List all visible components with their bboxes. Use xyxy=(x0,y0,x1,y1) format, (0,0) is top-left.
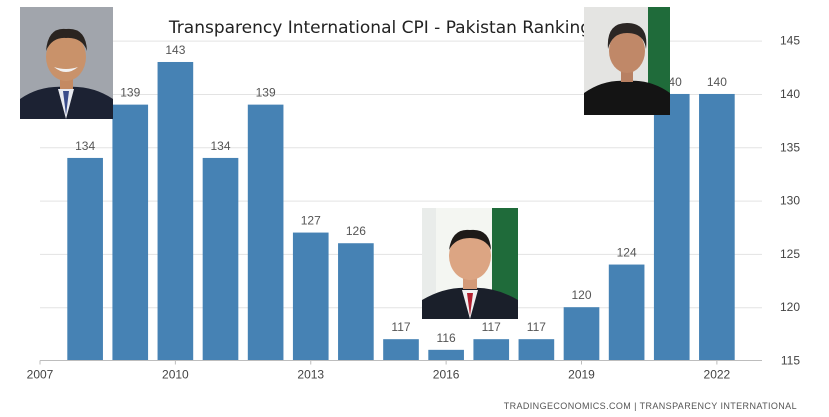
data-label-2009: 139 xyxy=(120,86,140,100)
bars xyxy=(67,61,735,361)
data-label-2020: 124 xyxy=(617,246,637,260)
x-tick-label: 2016 xyxy=(433,368,460,382)
bar-2011 xyxy=(202,157,239,361)
x-tick-label: 2022 xyxy=(704,368,731,382)
chart-title: Transparency International CPI - Pakista… xyxy=(168,18,591,38)
y-tick-label: 120 xyxy=(780,300,800,314)
data-label-2014: 126 xyxy=(346,224,366,238)
y-tick-label: 130 xyxy=(780,194,800,208)
data-label-2008: 134 xyxy=(75,139,95,153)
bar-2013 xyxy=(292,232,329,361)
x-tick-label: 2010 xyxy=(162,368,189,382)
y-tick-label: 135 xyxy=(780,140,800,154)
bar-2020 xyxy=(608,264,645,361)
data-labels: 134 139 143 134 139 127 126 117 116 117 117 120 124 1… xyxy=(75,43,727,345)
portrait-photo-center xyxy=(422,208,518,319)
source-credit: TRADINGECONOMICS.COM | TRANSPARENCY INTE… xyxy=(504,401,797,411)
y-tick-label: 125 xyxy=(780,247,800,261)
x-tick-label: 2013 xyxy=(297,368,324,382)
bar-2019 xyxy=(563,307,600,361)
bar-2012 xyxy=(247,104,284,361)
bar-2015 xyxy=(383,339,419,361)
data-label-2011: 134 xyxy=(210,139,230,153)
data-label-2019: 120 xyxy=(571,288,591,302)
bar-2009 xyxy=(112,104,149,361)
bar-2021 xyxy=(653,93,690,361)
data-label-2016: 116 xyxy=(437,331,456,345)
x-tick-label: 2019 xyxy=(568,368,595,382)
bar-2008 xyxy=(67,157,103,361)
data-label-2015: 117 xyxy=(391,320,410,334)
y-tick-label: 145 xyxy=(780,34,800,48)
bar-2017 xyxy=(473,339,510,361)
bar-2022 xyxy=(699,93,735,361)
data-label-2013: 127 xyxy=(301,214,321,228)
x-tick-label: 2007 xyxy=(27,368,54,382)
portrait-photo-left xyxy=(20,7,113,119)
bar-2018 xyxy=(518,339,555,361)
data-label-2012: 139 xyxy=(256,86,276,100)
data-label-2022: 140 xyxy=(707,75,727,89)
data-label-2018: 117 xyxy=(527,320,546,334)
y-axis-ticks: 115 120 125 130 135 140 145 xyxy=(780,34,800,368)
data-label-2017: 117 xyxy=(482,320,501,334)
x-axis-ticks: 2007 2010 2013 2016 2019 2022 xyxy=(27,360,731,382)
portrait-photo-right xyxy=(584,7,670,115)
data-label-2010: 143 xyxy=(165,43,185,57)
y-tick-label: 115 xyxy=(781,354,800,368)
y-tick-label: 140 xyxy=(780,87,800,101)
bar-2014 xyxy=(338,243,374,361)
bar-2010 xyxy=(157,61,194,361)
bar-2016 xyxy=(428,349,464,361)
